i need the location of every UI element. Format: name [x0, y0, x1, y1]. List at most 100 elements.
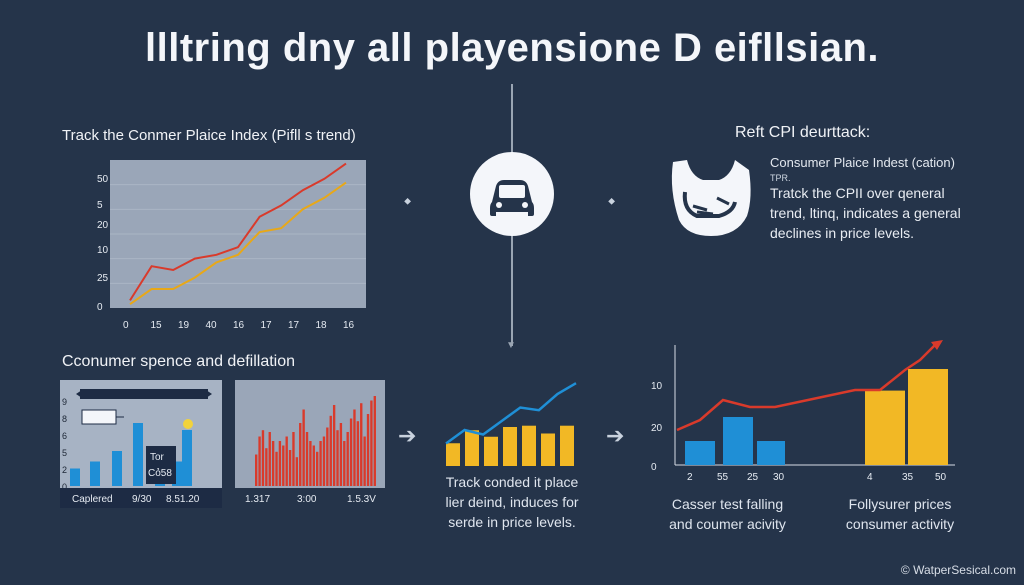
- left-bars-note: Casser test falling and coumer acivity: [655, 494, 800, 534]
- consumer-bar: [90, 461, 100, 486]
- red-bar: [268, 432, 271, 486]
- red-bar: [370, 400, 373, 486]
- combo-bar: [908, 369, 948, 465]
- watermark: © WatperSesical.com: [900, 563, 1016, 577]
- cpi-ytick: 20: [97, 220, 109, 231]
- red-bar: [346, 432, 349, 486]
- right-arrow-icon-2: ➔: [606, 423, 625, 448]
- diamond-arrow-icon: ⬩: [404, 190, 412, 212]
- consumer-bar: [182, 430, 192, 486]
- right-arrow-icon: ➔: [398, 423, 417, 448]
- cpi-xtick: 17: [288, 320, 300, 331]
- red-bar: [360, 403, 363, 486]
- red-xlabel: 1.5.3V: [347, 494, 376, 505]
- red-xlabel: 1.317: [245, 494, 270, 505]
- right-combo-chart: 10 20 0 2 55 25 30 4 35 50: [651, 340, 955, 480]
- cpi-ytick: 50: [97, 174, 109, 185]
- cpi-ytick: 10: [97, 245, 109, 256]
- combo-xtick: 25: [747, 472, 759, 480]
- red-bar: [373, 396, 376, 486]
- middle-note-line-3: serde in price levels.: [448, 514, 576, 530]
- red-bar: [329, 415, 332, 486]
- panel-header-bar: [80, 389, 208, 399]
- combo-xtick: 55: [717, 472, 729, 480]
- red-bar: [339, 423, 343, 486]
- tor-label: Tor: [150, 452, 165, 463]
- middle-bar: [484, 436, 498, 466]
- consumer-label: Cconumer spence and defillation: [62, 353, 296, 370]
- combo-xtick: 2: [687, 472, 693, 480]
- combo-ytick: 20: [651, 423, 663, 434]
- red-bar: [326, 427, 329, 486]
- right-body-line-3: declines in price levels.: [770, 225, 914, 241]
- consumer-bar: [172, 461, 182, 486]
- red-bar: [288, 450, 292, 486]
- red-bar: [299, 423, 302, 486]
- right-body-line-2: trend, ltinq, indicates a general: [770, 205, 961, 221]
- red-bar: [275, 451, 278, 486]
- red-bar-chart: 1.317 3:00 1.5.3V: [235, 380, 385, 508]
- right-bars-note: Follysurer prices consumer activity: [830, 494, 970, 534]
- cpi-line-chart: 50 5 20 10 25 0 0 15 19 40 16 17 17 18 16: [97, 160, 366, 331]
- red-bar: [312, 445, 315, 486]
- cpi-ytick: 0: [97, 302, 103, 313]
- middle-bar: [446, 443, 460, 466]
- combo-xtick: 50: [935, 472, 947, 480]
- red-bar: [285, 436, 288, 486]
- left-bars-note-2: and coumer acivity: [669, 516, 786, 532]
- cpi-xtick: 16: [233, 320, 245, 331]
- red-bar: [319, 441, 322, 486]
- consumer-bar-chart: 9 8 6 5 2 0 Tor Cỏ58 Caplered 9/30 8.51.20: [60, 380, 222, 508]
- consumer-ytick: 9: [62, 397, 67, 407]
- combo-bar: [723, 417, 753, 465]
- red-bar: [366, 414, 370, 486]
- cpi-xtick: 16: [343, 320, 355, 331]
- middle-bar: [465, 430, 479, 466]
- hands-icon: [671, 160, 751, 236]
- combo-bar: [685, 441, 715, 465]
- cpi-ytick: 5: [97, 200, 103, 211]
- middle-bar: [560, 425, 574, 466]
- tor-label-box: [146, 446, 176, 484]
- right-subtitle: Consumer Plaice Indest (cation): [770, 155, 955, 170]
- middle-bar: [503, 427, 517, 466]
- cpi-xtick: 40: [206, 320, 218, 331]
- combo-line: [676, 344, 936, 432]
- right-body: Tratck the CPII over qeneral trend, ltin…: [770, 183, 961, 243]
- combo-ytick: 10: [651, 381, 663, 392]
- cpi-xtick: 0: [123, 320, 129, 331]
- page-title: llltring dny all playensione D eifllsian…: [145, 26, 879, 70]
- red-bar: [336, 430, 339, 486]
- consumer-xlabel: 8.51.20: [166, 494, 200, 505]
- right-bars-note-1: Follysurer prices: [848, 496, 952, 512]
- middle-note-line-2: lier deind, induces for: [445, 494, 579, 510]
- middle-bar: [541, 433, 555, 466]
- cpi-trend-label: Track the Conmer Plaice Index (Pifll s t…: [62, 127, 356, 144]
- red-bar: [322, 436, 326, 486]
- consumer-xlabel: Caplered: [72, 494, 113, 505]
- right-bars-note-2: consumer activity: [845, 516, 955, 532]
- consumer-ytick: 2: [62, 465, 67, 475]
- cpi-ytick: 25: [97, 273, 109, 284]
- right-heading: Reft CPI deurttack:: [735, 124, 871, 141]
- consumer-ytick: 5: [62, 448, 67, 458]
- red-bar: [302, 409, 305, 486]
- connector-arrow-icon: ▼: [506, 340, 516, 351]
- red-bar: [255, 454, 258, 486]
- cpi-series-1: [129, 181, 347, 306]
- red-xlabel: 3:00: [297, 494, 317, 505]
- red-bar: [305, 432, 309, 486]
- combo-bar: [757, 441, 785, 465]
- red-bar: [309, 441, 312, 486]
- cpi-xtick: 17: [261, 320, 273, 331]
- red-bar: [343, 441, 346, 486]
- combo-ytick: 0: [651, 462, 657, 473]
- red-bar: [261, 430, 265, 486]
- cpi-series-0: [129, 162, 347, 301]
- consumer-xlabel: 9/30: [132, 494, 152, 505]
- combo-xtick: 30: [773, 472, 785, 480]
- red-bar: [295, 457, 299, 486]
- red-bar: [258, 436, 261, 486]
- consumer-bar: [133, 423, 143, 486]
- red-bar: [353, 409, 356, 486]
